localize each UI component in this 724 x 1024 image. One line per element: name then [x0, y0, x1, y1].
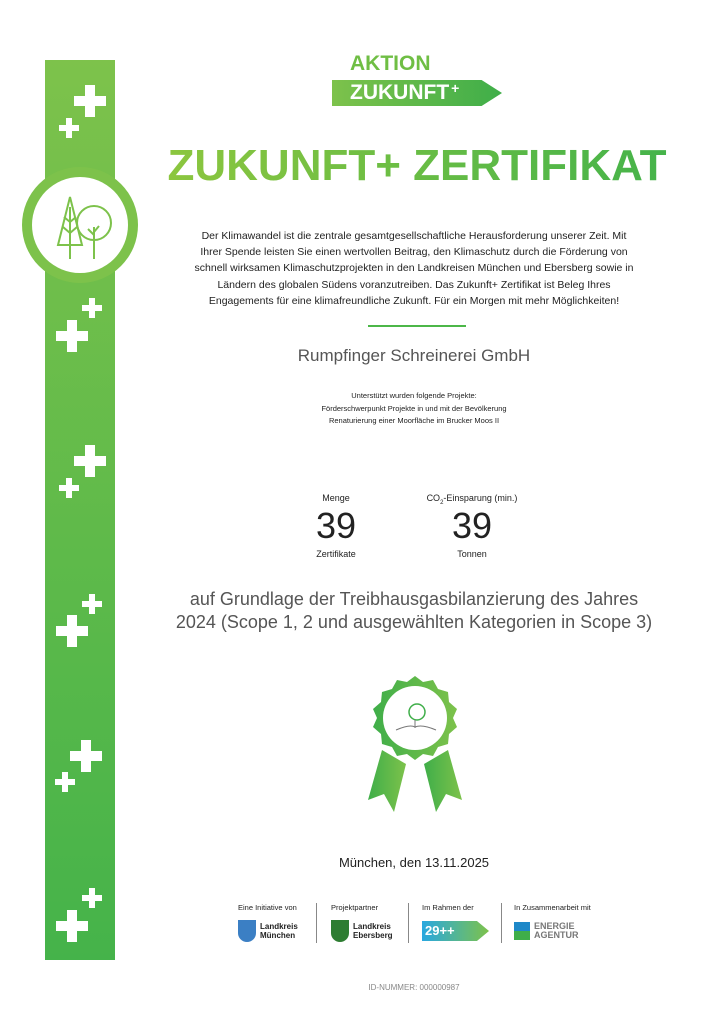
co2-label-rest: -Einsparung (min.): [443, 493, 518, 503]
partner-name: Landkreis München: [260, 922, 298, 940]
partner-29plusplus: Im Rahmen der 29++: [422, 903, 489, 944]
plus-icon: [74, 85, 106, 117]
stat-unit: Tonnen: [457, 549, 487, 559]
stat-value: 39: [315, 505, 357, 546]
coat-of-arms-icon: [331, 920, 349, 942]
trees-icon: [56, 196, 112, 259]
quantity-stat: Menge 39 Zertifikate: [266, 492, 406, 560]
page-title-text: ZUKUNFT+ ZERTIFIKAT: [167, 141, 667, 190]
partner-logo: 29++: [422, 921, 489, 941]
plus-icon: [56, 320, 88, 352]
coat-of-arms-icon: [238, 920, 256, 942]
plus-icon: [82, 888, 102, 908]
plus-icon: [59, 478, 79, 498]
partner-energieagentur: In Zusammenarbeit mit ENERGIE AGENTUR: [514, 903, 591, 944]
basis-text: auf Grundlage der Treibhausgasbilanzieru…: [100, 588, 724, 634]
partner-name: Landkreis Ebersberg: [353, 922, 393, 940]
divider: [316, 903, 317, 943]
plus-icon: [56, 615, 88, 647]
logo-word: ZUKUNFT: [350, 81, 450, 104]
partner-label: Eine Initiative von: [238, 903, 297, 912]
plus-icon: [56, 910, 88, 942]
plus-icon: [82, 298, 102, 318]
logo-plus: +: [451, 80, 460, 96]
partner-landkreis-ebersberg: Projektpartner Landkreis Ebersberg: [331, 903, 403, 944]
co2-sub: 2: [440, 499, 444, 506]
plus-icon: [82, 594, 102, 614]
logo-line1: AKTION: [350, 52, 431, 75]
basis-text-inner: auf Grundlage der Treibhausgasbilanzieru…: [175, 589, 653, 632]
stat-label: Menge: [322, 493, 350, 503]
partner-label: Projektpartner: [331, 903, 379, 912]
company-name: Rumpfinger Schreinerei GmbH: [297, 346, 531, 365]
aktion-zukunft-logo: AKTION ZUKUNFT +: [332, 52, 502, 107]
stat-unit: Zertifikate: [316, 549, 356, 559]
energie-agentur-icon: [514, 922, 530, 940]
partner-label: Im Rahmen der: [422, 903, 474, 912]
project-item: Renaturierung einer Moorfläche im Brucke…: [328, 416, 500, 425]
plus-icon: [59, 118, 79, 138]
stat-label: CO2-Einsparung (min.): [402, 492, 542, 506]
divider: [501, 903, 502, 943]
plus-icon: [74, 445, 106, 477]
partner-name: ENERGIE AGENTUR: [534, 921, 579, 940]
divider: [408, 903, 409, 943]
intro-text: Der Klimawandel ist die zentrale gesamtg…: [194, 230, 634, 307]
projects-heading: Unterstützt wurden folgende Projekte:: [351, 391, 477, 400]
co2-stat: CO2-Einsparung (min.) 39 Tonnen: [402, 492, 542, 560]
plus-icon: [70, 740, 102, 772]
plus-icon: [55, 772, 75, 792]
award-seal-icon: [368, 676, 462, 812]
co2-label: CO: [426, 493, 441, 503]
partner-label: In Zusammenarbeit mit: [514, 903, 591, 912]
issue-date: München, den 13.11.2025: [338, 855, 490, 870]
stat-value: 39: [451, 505, 493, 546]
project-item: Förderschwerpunkt Projekte in und mit de…: [321, 403, 507, 413]
page-title: ZUKUNFT+ ZERTIFIKAT: [100, 140, 724, 192]
partner-landkreis-muenchen: Eine Initiative von Landkreis München: [238, 903, 310, 944]
logo-line2: ZUKUNFT +: [350, 81, 459, 105]
divider: [368, 325, 466, 327]
projects-list: Unterstützt wurden folgende Projekte: Fö…: [100, 390, 724, 428]
trees-medallion: [22, 167, 138, 283]
id-number: ID-NUMMER: 000000987: [368, 983, 460, 992]
